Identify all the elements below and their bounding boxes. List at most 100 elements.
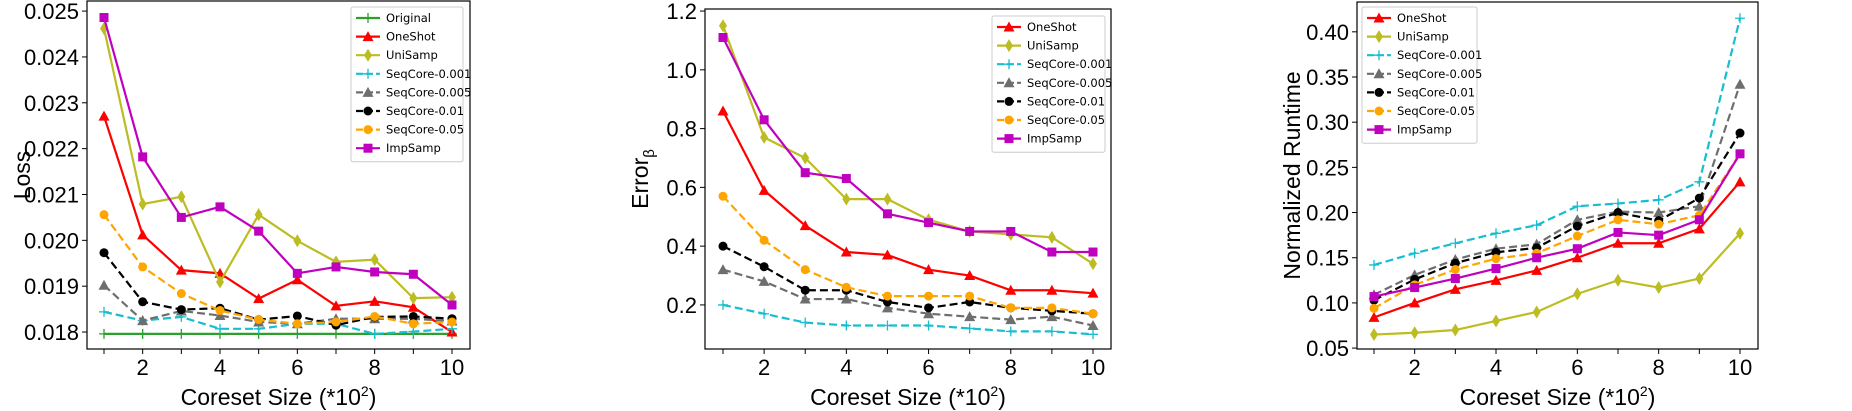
data-point [215,202,225,212]
data-point [370,311,380,321]
legend-box [350,6,464,163]
legend-marker [362,86,374,97]
x-tick-label: 10 [1728,355,1752,380]
data-point [1572,231,1582,241]
series-seqcore-0-05 [99,210,457,329]
series-seqcore-0-01 [1369,128,1745,305]
data-point [1572,244,1582,254]
data-point [1613,215,1623,225]
x-axis-label-sup: 2 [361,383,369,399]
legend-label: SeqCore-0.001 [386,67,471,81]
data-point [99,328,109,339]
legend-label: OneShot [1027,20,1077,34]
y-axis-label: Errorβ [627,149,658,209]
data-point [1088,247,1098,257]
data-point [138,297,148,307]
data-point [408,269,418,279]
y-tick-label: 0.021 [24,182,79,207]
legend-item: SeqCore-0.01 [356,104,464,118]
data-point [1654,219,1664,229]
legend-label: SeqCore-0.05 [1027,113,1105,127]
data-point [447,300,457,310]
legend-marker [1005,39,1013,53]
legend-item: SeqCore-0.001 [1367,48,1482,62]
data-point [177,190,186,204]
data-point [176,212,186,222]
data-point [1735,13,1745,24]
series-impsamp [99,13,457,310]
series-seqcore-0-005 [717,264,1099,330]
data-point [718,191,728,201]
data-point [717,264,729,275]
legend-label: SeqCore-0.01 [1397,85,1475,99]
legend-item: UniSamp [997,39,1079,53]
data-point [214,310,226,321]
legend-marker [1374,106,1384,116]
data-point [964,270,976,281]
legend: Original OneShot UniSamp SeqCore-0.001 SeqCo… [350,6,471,163]
series-line [1373,132,1741,302]
data-point [1694,193,1704,203]
data-point [293,234,302,248]
legend-label: UniSamp [1027,39,1079,53]
data-point [254,315,264,325]
data-point [1005,314,1017,325]
data-point [331,328,341,339]
data-point [759,235,769,245]
x-axis-label-end: ) [1648,384,1656,410]
y-axis-label: Loss [9,151,35,200]
data-point [176,305,186,315]
y-tick-label: 0.022 [24,137,79,162]
data-point [800,168,810,178]
legend: OneShot UniSamp SeqCore-0.001 SeqCore-0.005… [1361,6,1482,144]
legend: OneShot UniSamp SeqCore-0.001 SeqCore-0.005… [991,15,1112,153]
data-point [760,130,769,144]
data-point [98,279,110,290]
data-point [1491,247,1501,257]
x-tick-label: 4 [1490,355,1502,380]
data-point [1571,252,1583,263]
x-tick-label: 2 [1409,355,1421,380]
y-tick-label: 0.10 [1306,291,1349,316]
series-oneshot [1368,176,1746,322]
data-point [292,311,302,321]
legend-item: SeqCore-0.001 [997,57,1112,71]
legend-marker [1004,96,1014,106]
data-point [1694,176,1705,187]
data-point [1006,226,1016,236]
data-point [1693,200,1705,211]
data-point [1450,264,1460,274]
data-point [882,320,893,331]
legend-item: SeqCore-0.005 [356,85,471,99]
data-point [719,19,727,33]
data-point [759,115,769,125]
y-axis-label-sub: β [641,149,658,158]
x-tick-label: 2 [758,355,770,380]
data-point [99,13,109,23]
data-point [842,192,851,206]
series-impsamp [1369,149,1745,302]
data-point [1006,303,1016,313]
x-tick-label: 8 [1653,355,1665,380]
data-point [138,152,148,162]
data-point [1449,283,1461,294]
legend-marker [364,48,372,62]
series-line [103,214,453,325]
legend-item: ImpSamp [997,132,1082,146]
data-point [1409,248,1420,259]
legend-item: SeqCore-0.05 [1367,104,1475,118]
legend-label: OneShot [1397,11,1447,25]
legend-item: SeqCore-0.001 [356,67,471,81]
data-point [1369,292,1379,302]
legend-label: SeqCore-0.01 [386,104,464,118]
x-axis-label: Coreset Size (*102) [810,383,1006,410]
y-tick-label: 0.019 [24,274,79,299]
data-point [1695,272,1704,286]
x-tick-label: 4 [214,355,226,380]
series-line [722,37,1093,254]
data-point [137,328,148,339]
data-point [965,291,975,301]
data-point [883,192,892,206]
legend-label: SeqCore-0.005 [386,85,471,99]
